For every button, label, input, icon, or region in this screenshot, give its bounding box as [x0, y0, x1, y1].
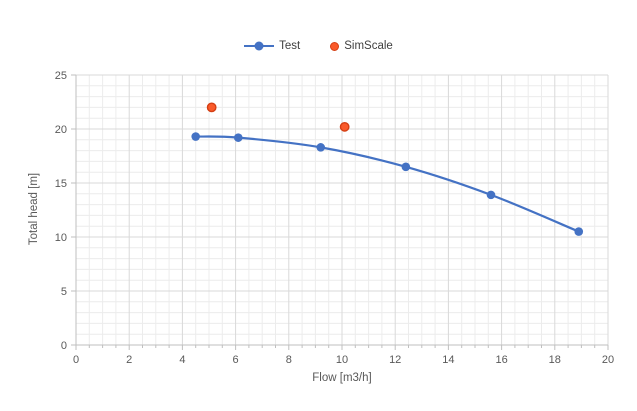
- test-data-point: [316, 143, 326, 152]
- y-tick-label: 5: [61, 286, 67, 298]
- legend-item-simscale: SimScale: [330, 39, 393, 53]
- x-tick-label: 2: [126, 354, 132, 366]
- legend-label-simscale: SimScale: [344, 40, 393, 52]
- x-tick-label: 20: [602, 354, 614, 366]
- simscale-data-point: [339, 121, 350, 132]
- test-data-point: [401, 162, 411, 172]
- legend: Test SimScale: [0, 39, 637, 53]
- legend-item-test: Test: [244, 39, 300, 53]
- x-tick-label: 4: [179, 354, 185, 366]
- x-axis-title: Flow [m3/h]: [312, 372, 372, 384]
- x-tick-label: 18: [549, 354, 561, 366]
- x-tick-label: 6: [233, 354, 239, 366]
- simscale-data-point: [206, 102, 217, 113]
- x-tick-label: 16: [495, 354, 507, 366]
- test-data-point: [233, 133, 243, 142]
- y-axis-title: Total head [m]: [28, 172, 40, 246]
- y-tick-label: 25: [55, 70, 67, 82]
- test-data-point: [191, 132, 200, 141]
- simscale-dot-icon: [330, 41, 340, 51]
- test-data-point: [486, 190, 496, 200]
- y-tick-label: 0: [61, 340, 67, 352]
- y-tick-label: 20: [55, 124, 67, 136]
- y-tick-label: 15: [55, 178, 67, 190]
- x-tick-label: 0: [73, 354, 79, 366]
- test-data-point: [574, 227, 584, 236]
- y-tick-label: 10: [55, 232, 67, 244]
- x-tick-label: 8: [286, 354, 292, 366]
- x-tick-label: 14: [442, 354, 454, 366]
- legend-label-test: Test: [279, 40, 301, 52]
- x-tick-label: 10: [336, 354, 348, 366]
- test-line-marker-icon: [244, 41, 275, 51]
- x-tick-label: 12: [389, 354, 401, 366]
